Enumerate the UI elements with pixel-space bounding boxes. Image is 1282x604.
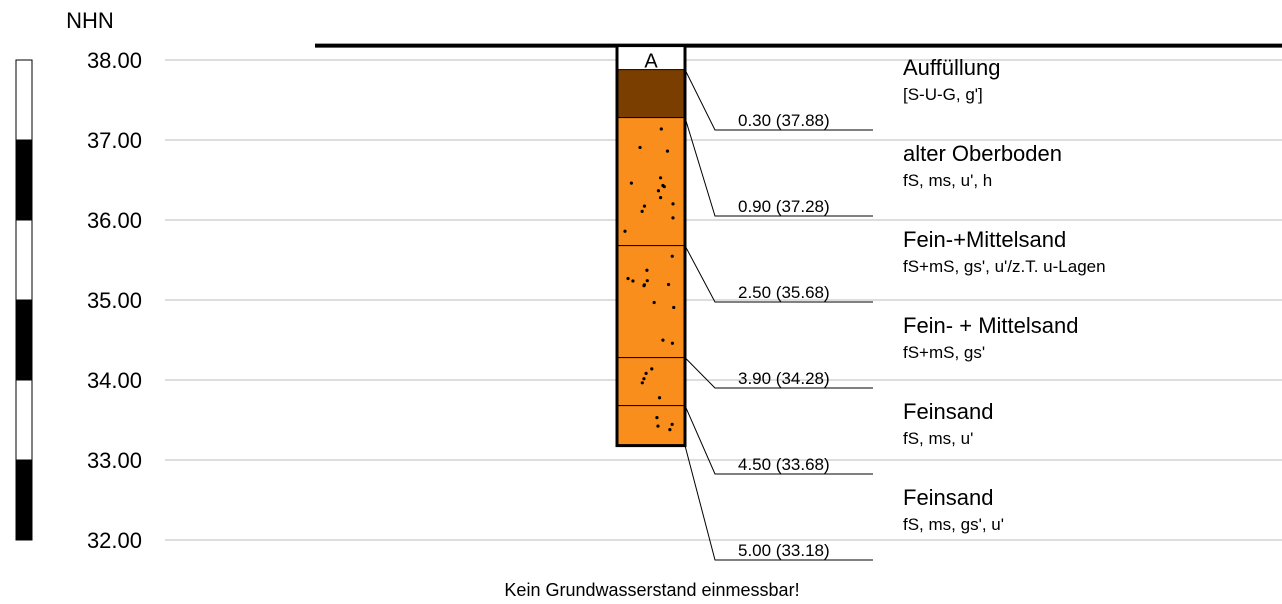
sand-dot <box>661 338 665 342</box>
sand-dot <box>670 254 674 258</box>
sand-dot <box>658 196 663 200</box>
scale-segment <box>15 379 33 461</box>
sand-dot <box>656 424 660 428</box>
sand-dot <box>631 279 635 283</box>
sand-dot <box>642 377 646 381</box>
sand-dot <box>662 185 666 189</box>
depth-label: 4.50 (33.68) <box>738 455 830 474</box>
sand-dot <box>626 276 630 281</box>
sand-dot <box>671 216 675 220</box>
tick-label: 38.00 <box>87 48 142 73</box>
sand-dot <box>640 209 644 213</box>
tick-label: 35.00 <box>87 288 142 313</box>
sand-dot <box>670 422 674 426</box>
layer <box>616 405 686 447</box>
layer <box>617 45 685 70</box>
sand-dot <box>659 127 663 131</box>
sand-dot <box>640 381 644 385</box>
depth-label: 2.50 (35.68) <box>738 283 830 302</box>
sand-dot <box>670 341 675 345</box>
layer-description: fS+mS, gs' <box>903 343 985 362</box>
tick-label: 33.00 <box>87 448 142 473</box>
depth-label: 0.90 (37.28) <box>738 197 830 216</box>
sand-dot <box>642 284 646 288</box>
layer-description: fS, ms, u', h <box>903 171 992 190</box>
sand-dot <box>645 268 649 272</box>
tick-label: 32.00 <box>87 528 142 553</box>
scale-segment <box>15 459 33 541</box>
layer-description: fS, ms, gs', u' <box>903 515 1004 534</box>
sand-dot <box>672 305 676 310</box>
sand-dot <box>656 189 661 193</box>
leader-line <box>684 405 873 475</box>
leader-line <box>684 445 873 561</box>
leader-line <box>684 357 873 389</box>
scale-segment <box>15 59 33 141</box>
sand-dot <box>638 145 642 150</box>
sand-dot <box>655 415 659 420</box>
layer-description: [S-U-G, g'] <box>903 85 983 104</box>
layer-title: Feinsand <box>903 399 994 424</box>
sand-dot <box>657 396 662 400</box>
column-border <box>615 44 687 448</box>
leader-line <box>684 69 873 131</box>
layer <box>616 357 686 407</box>
tick-label: 37.00 <box>87 128 142 153</box>
leader-line <box>684 117 873 217</box>
sand-dot <box>666 282 671 287</box>
layer <box>616 69 686 119</box>
leader-line <box>684 245 873 303</box>
column-name: A <box>644 51 658 73</box>
sand-dot <box>650 367 654 371</box>
depth-label: 3.90 (34.28) <box>738 369 830 388</box>
sand-dot <box>629 181 633 185</box>
scale-segment <box>15 219 33 301</box>
depth-label: 5.00 (33.18) <box>738 541 830 560</box>
sand-dot <box>652 300 656 305</box>
scale-segment <box>15 139 33 221</box>
sand-dot <box>668 428 672 432</box>
layer-title: Fein-+Mittelsand <box>903 227 1066 252</box>
layer <box>616 245 686 359</box>
layer-title: Fein- + Mittelsand <box>903 313 1078 338</box>
tick-label: 34.00 <box>87 368 142 393</box>
depth-label: 0.30 (37.88) <box>738 111 830 130</box>
layer-title: Feinsand <box>903 485 994 510</box>
sand-dot <box>644 371 648 375</box>
axis-label: NHN <box>66 8 114 33</box>
layer-title: Auffüllung <box>903 55 1000 80</box>
sand-dot <box>642 204 647 208</box>
sand-dot <box>671 202 675 206</box>
tick-label: 36.00 <box>87 208 142 233</box>
layer <box>616 117 686 247</box>
layer-title: alter Oberboden <box>903 141 1062 166</box>
sand-dot <box>645 279 649 283</box>
sand-dot <box>623 229 627 233</box>
scale-segment <box>15 299 33 381</box>
footer-note: Kein Grundwasserstand einmessbar! <box>504 580 799 600</box>
layer-description: fS+mS, gs', u'/z.T. u-Lagen <box>903 257 1106 276</box>
sand-dot <box>658 176 663 180</box>
layer-description: fS, ms, u' <box>903 429 973 448</box>
sand-dot <box>665 149 670 153</box>
